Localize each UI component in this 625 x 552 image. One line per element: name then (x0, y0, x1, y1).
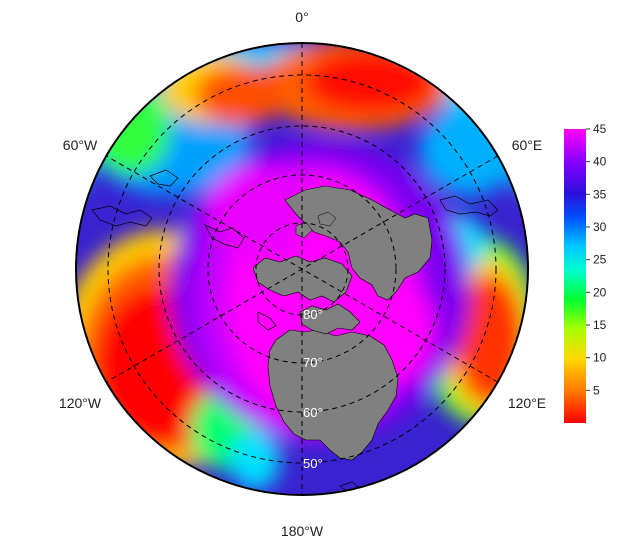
colorbar-tick-label: 15 (593, 318, 607, 332)
colorbar-tick-label: 30 (593, 220, 607, 234)
colorbar-gradient (564, 129, 586, 423)
colorbar-tick-label: 10 (593, 351, 607, 365)
lon-label-upper-left: 60°W (63, 137, 98, 153)
lon-label-bottom: 180°W (281, 523, 324, 539)
svalbard-land (317, 211, 337, 227)
lat-label-50: 50° (303, 456, 323, 471)
colorbar-tick-label: 20 (593, 285, 607, 299)
map-boundary (75, 42, 529, 496)
lat-label-80: 80° (303, 307, 323, 322)
colorbar: 45 40 35 30 25 20 15 10 5 (564, 122, 607, 423)
colorbar-tick-label: 45 (593, 122, 607, 136)
lon-label-upper-right: 60°E (512, 137, 543, 153)
lon-label-lower-left: 120°W (59, 395, 102, 411)
lon-label-top: 0° (295, 9, 308, 25)
graticule (106, 43, 498, 495)
colorbar-tick-label: 5 (593, 383, 600, 397)
colorbar-tick-label: 35 (593, 187, 607, 201)
meridian-120e-60w (106, 155, 498, 383)
lat-label-60: 60° (303, 405, 323, 420)
colorbar-tick-label: 25 (593, 253, 607, 267)
colorbar-ticks: 45 40 35 30 25 20 15 10 5 (586, 122, 607, 397)
lat-label-70: 70° (303, 355, 323, 370)
lat-circle-60 (158, 125, 446, 413)
lon-label-lower-right: 120°E (508, 395, 546, 411)
colorbar-tick-label: 40 (593, 155, 607, 169)
